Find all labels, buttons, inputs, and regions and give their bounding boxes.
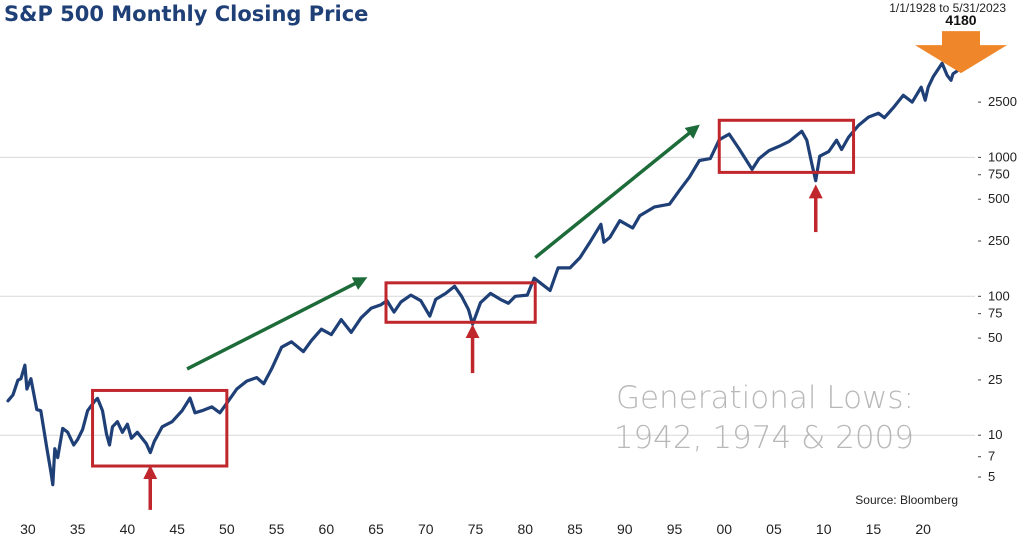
y-tick-label: 7 bbox=[988, 449, 995, 464]
x-tick-label: 65 bbox=[368, 521, 384, 537]
y-tick-label: 25 bbox=[988, 372, 1002, 387]
date-range-label: 1/1/1928 to 5/31/2023 bbox=[889, 1, 1006, 15]
x-tick-label: 35 bbox=[70, 521, 86, 537]
x-tick-label: 80 bbox=[517, 521, 533, 537]
y-tick-label: 100 bbox=[988, 288, 1010, 303]
callout-label: 4180 bbox=[945, 12, 976, 28]
x-tick-label: 70 bbox=[418, 521, 434, 537]
y-tick-label: 1000 bbox=[988, 149, 1017, 164]
trend-arrows bbox=[186, 124, 700, 371]
price-line bbox=[6, 61, 959, 487]
x-tick-label: 45 bbox=[169, 521, 185, 537]
y-tick-label: 50 bbox=[988, 330, 1002, 345]
y-tick-label: 10 bbox=[988, 427, 1002, 442]
consolidation-box bbox=[717, 118, 856, 174]
callout-arrow bbox=[915, 31, 1008, 74]
x-axis: 30 35 40 45 50 55 60 65 70 75 80 85 90 95 00 05 10 15 20 bbox=[20, 521, 931, 537]
source-label: Source: Bloomberg bbox=[855, 493, 958, 507]
latest-value-callout: 4180 bbox=[915, 12, 1008, 74]
x-tick-label: 15 bbox=[866, 521, 882, 537]
annotation-line-1: Generational Lows: bbox=[615, 380, 914, 416]
y-tick-label: 2500 bbox=[988, 94, 1017, 109]
x-tick-label: 60 bbox=[319, 521, 335, 537]
consolidation-box bbox=[91, 388, 229, 468]
x-tick-label: 90 bbox=[617, 521, 633, 537]
x-tick-label: 55 bbox=[269, 521, 285, 537]
x-tick-label: 00 bbox=[716, 521, 732, 537]
annotation-line-2: 1942, 1974 & 2009 bbox=[613, 420, 914, 456]
trend-arrow bbox=[186, 277, 368, 371]
consolidation-box bbox=[384, 281, 537, 324]
x-tick-label: 05 bbox=[766, 521, 782, 537]
y-tick-label: 250 bbox=[988, 233, 1010, 248]
y-tick-label: 500 bbox=[988, 191, 1010, 206]
y-tick-label: 5 bbox=[988, 469, 995, 484]
x-tick-label: 30 bbox=[20, 521, 36, 537]
x-tick-label: 50 bbox=[219, 521, 235, 537]
x-tick-label: 10 bbox=[816, 521, 832, 537]
consolidation-boxes bbox=[91, 118, 856, 468]
low-arrows bbox=[143, 184, 823, 510]
trend-arrow bbox=[534, 124, 700, 259]
x-tick-label: 20 bbox=[915, 521, 931, 537]
y-tick-label: 75 bbox=[988, 306, 1002, 321]
x-tick-label: 75 bbox=[468, 521, 484, 537]
y-tick-label: 750 bbox=[988, 167, 1010, 182]
x-tick-label: 40 bbox=[120, 521, 136, 537]
chart-title: S&P 500 Monthly Closing Price bbox=[4, 2, 369, 26]
x-tick-label: 85 bbox=[567, 521, 583, 537]
x-tick-label: 95 bbox=[667, 521, 683, 537]
